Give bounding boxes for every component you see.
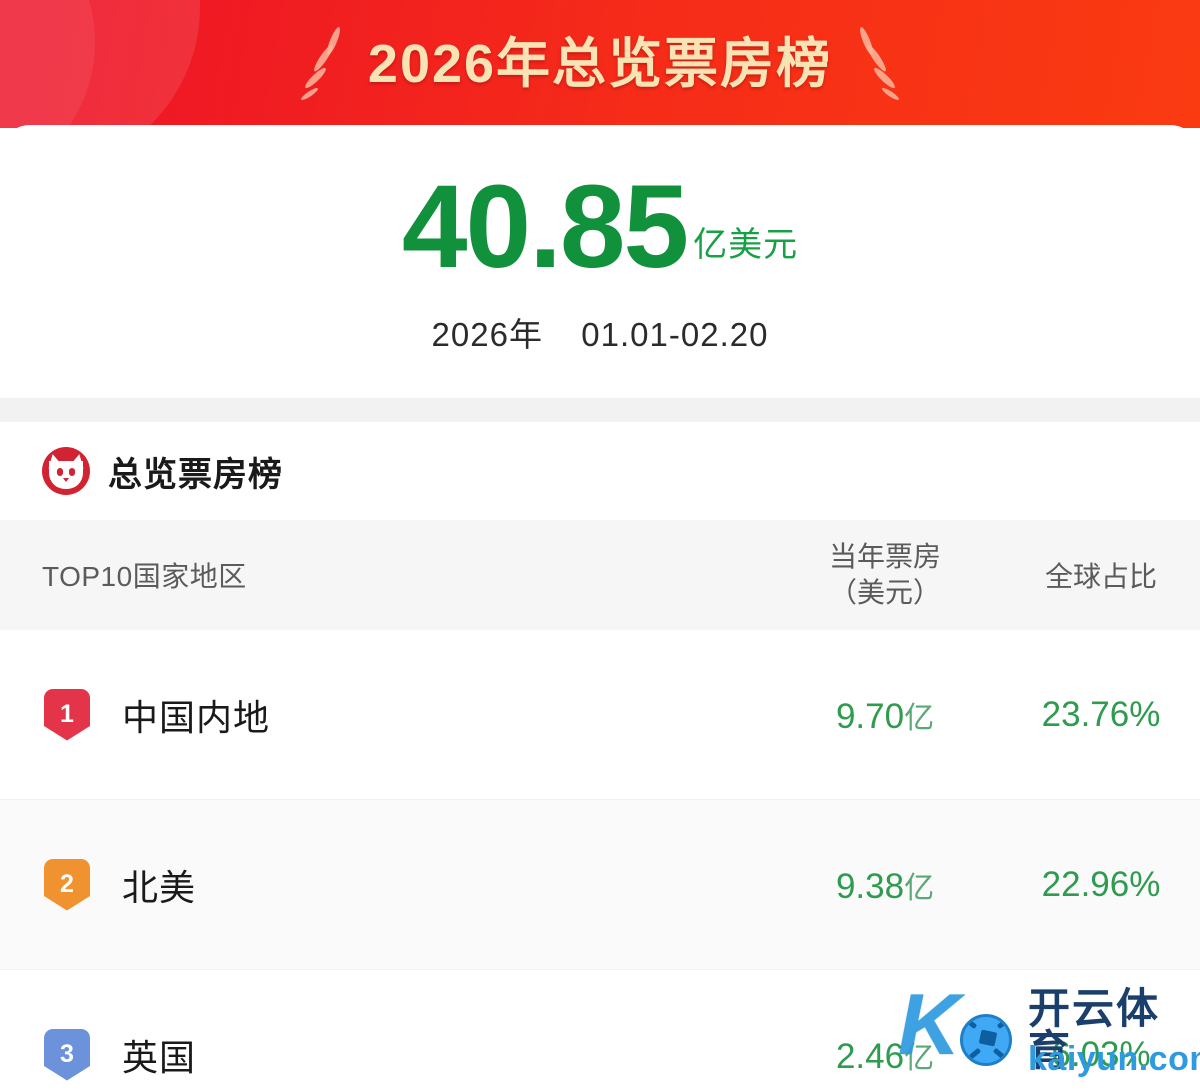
section-divider: [0, 398, 1200, 422]
total-gross-row: 40.85 亿美元: [401, 161, 799, 293]
table-row[interactable]: 3 英国 2.46亿 6.03%: [0, 970, 1200, 1092]
gross-unit: 亿: [904, 701, 935, 735]
share-value: 6.03%: [1051, 1034, 1151, 1074]
date-range: 2026年 01.01-02.20: [432, 308, 769, 356]
country-name: 中国内地: [122, 696, 271, 738]
total-gross-value: 40.85: [401, 161, 689, 293]
ranking-list-section: 总览票房榜 TOP10国家地区 当年票房 （美元） 全球占比 1 中国内地 9.70…: [0, 422, 1200, 1092]
banner-arc-decoration-secondary: [0, 0, 95, 128]
gross-number: 9.70: [835, 696, 905, 736]
page-title: 2026年总览票房榜: [367, 34, 833, 94]
table-row[interactable]: 1 中国内地 9.70亿 23.76%: [0, 630, 1200, 800]
share-value: 23.76%: [1041, 694, 1161, 734]
country-name: 北美: [122, 866, 197, 908]
column-header-gross-line1: 当年票房: [828, 541, 941, 573]
total-gross-unit: 亿美元: [693, 225, 799, 264]
date-range-year: 2026年: [431, 315, 543, 353]
maoyan-cat-logo-icon: [42, 447, 90, 495]
section-title: 总览票房榜: [108, 455, 283, 494]
column-header-gross-line2: （美元）: [828, 577, 941, 608]
laurel-icon: [848, 22, 901, 106]
laurel-icon: [299, 22, 352, 106]
gross-unit: 亿: [904, 1041, 935, 1075]
ranking-rows: 1 中国内地 9.70亿 23.76% 2 北美 9.38亿 22.96% 3 英国 2.46亿 6.…: [0, 630, 1200, 1092]
gross-value: 9.38亿: [790, 863, 980, 907]
table-header-row: TOP10国家地区 当年票房 （美元） 全球占比: [0, 520, 1200, 630]
section-header: 总览票房榜: [0, 422, 1200, 520]
gross-number: 2.46: [835, 1036, 905, 1076]
gross-value: 9.70亿: [790, 693, 980, 737]
summary-card: 40.85 亿美元 2026年 01.01-02.20: [0, 125, 1200, 398]
gross-value: 2.46亿: [790, 1033, 980, 1077]
gross-number: 9.38: [835, 866, 905, 906]
rank-badge: 1: [44, 688, 90, 741]
rank-badge: 2: [44, 858, 90, 911]
share-value: 22.96%: [1041, 864, 1161, 904]
rank-badge: 3: [44, 1028, 90, 1081]
page-banner: 2026年总览票房榜: [0, 0, 1200, 128]
column-header-country: TOP10国家地区: [42, 561, 247, 592]
column-header-share: 全球占比: [1044, 561, 1157, 592]
table-row[interactable]: 2 北美 9.38亿 22.96%: [0, 800, 1200, 970]
date-range-period: 01.01-02.20: [581, 315, 769, 353]
gross-unit: 亿: [904, 871, 935, 905]
country-name: 英国: [122, 1036, 197, 1078]
column-header-gross: 当年票房 （美元）: [790, 539, 980, 611]
